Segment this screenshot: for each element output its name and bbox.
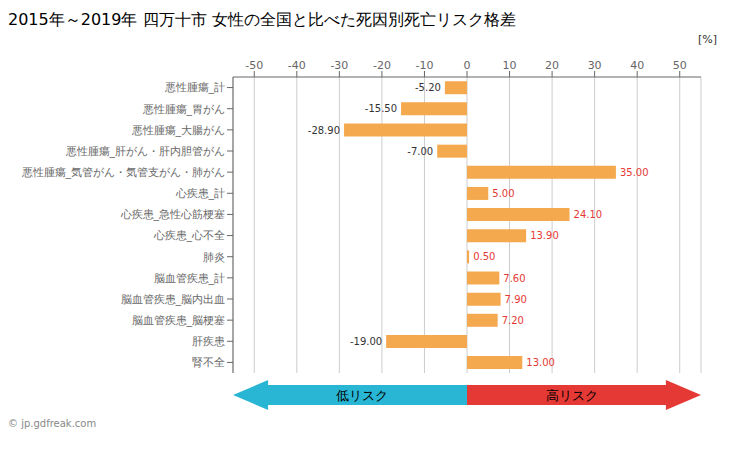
html-text:2015年～2019年 四万十市 女性の全国と比べた死因別死: 2015年～2019年 四万十市 女性の全国と比べた死因別死亡リスク格差 xyxy=(8,10,516,29)
svg-text:24.10: 24.10 xyxy=(574,209,603,220)
svg-text:7.90: 7.90 xyxy=(505,294,527,305)
svg-text:腎不全: 腎不全 xyxy=(192,356,225,369)
svg-text:心疾患_心不全: 心疾患_心不全 xyxy=(153,229,226,242)
svg-text:-5.20: -5.20 xyxy=(415,82,441,93)
svg-text:-20: -20 xyxy=(373,59,391,72)
svg-text:心疾患_急性心筋梗塞: 心疾患_急性心筋梗塞 xyxy=(120,208,226,221)
svg-text:-19.00: -19.00 xyxy=(350,336,382,347)
svg-text:-30: -30 xyxy=(330,59,348,72)
svg-text:心疾患_計: 心疾患_計 xyxy=(175,187,226,200)
svg-text:0.50: 0.50 xyxy=(473,251,495,262)
svg-text:肝疾患: 肝疾患 xyxy=(192,335,225,348)
svg-text:35.00: 35.00 xyxy=(620,167,649,178)
svg-text:5.00: 5.00 xyxy=(492,188,514,199)
svg-text:高リスク: 高リスク xyxy=(546,388,598,403)
svg-text:7.60: 7.60 xyxy=(503,273,525,284)
svg-text:悪性腫瘍_計: 悪性腫瘍_計 xyxy=(164,81,226,94)
svg-text:悪性腫瘍_胃がん: 悪性腫瘍_胃がん xyxy=(142,103,226,116)
svg-text:50: 50 xyxy=(673,59,687,72)
svg-text:-28.90: -28.90 xyxy=(308,125,340,136)
svg-text:-15.50: -15.50 xyxy=(365,103,397,114)
svg-text:-40: -40 xyxy=(288,59,306,72)
svg-text:-50: -50 xyxy=(245,59,263,72)
svg-text:13.90: 13.90 xyxy=(530,230,559,241)
svg-text:肺炎: 肺炎 xyxy=(203,251,225,264)
svg-text:30: 30 xyxy=(588,59,602,72)
svg-text:40: 40 xyxy=(630,59,644,72)
svg-text:悪性腫瘍_肝がん・肝内胆管がん: 悪性腫瘍_肝がん・肝内胆管がん xyxy=(65,145,226,158)
svg-text:悪性腫瘍_大腸がん: 悪性腫瘍_大腸がん xyxy=(131,124,226,137)
svg-text:-10: -10 xyxy=(415,59,433,72)
svg-text:-7.00: -7.00 xyxy=(407,146,433,157)
svg-text:低リスク: 低リスク xyxy=(336,388,388,403)
svg-text:7.20: 7.20 xyxy=(502,315,524,326)
svg-text:0: 0 xyxy=(464,59,471,72)
svg-text:脳血管疾患_計: 脳血管疾患_計 xyxy=(154,272,226,285)
svg-text:脳血管疾患_脳梗塞: 脳血管疾患_脳梗塞 xyxy=(132,314,226,327)
svg-text:脳血管疾患_脳内出血: 脳血管疾患_脳内出血 xyxy=(121,293,226,306)
svg-text:10: 10 xyxy=(503,59,517,72)
html-text:© jp.gdfreak.com: © jp.gdfreak.com xyxy=(8,418,97,429)
svg-text:悪性腫瘍_気管がん・気管支がん・肺がん: 悪性腫瘍_気管がん・気管支がん・肺がん xyxy=(21,166,226,179)
svg-text:20: 20 xyxy=(545,59,559,72)
svg-text:13.00: 13.00 xyxy=(526,357,555,368)
